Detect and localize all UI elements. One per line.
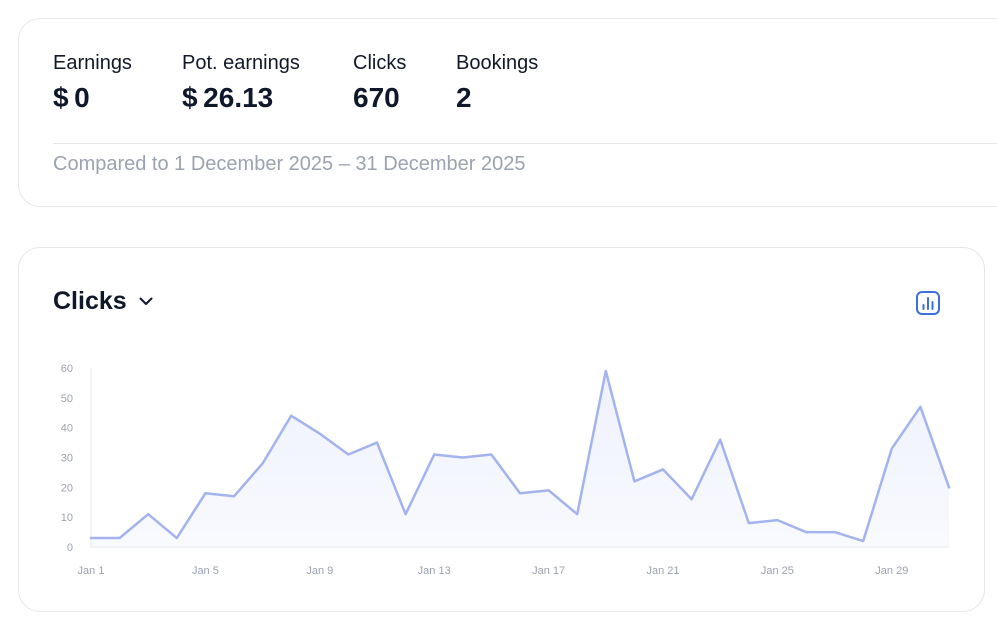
- metric-value: 670: [353, 82, 400, 113]
- metric-clicks: Clicks 670: [353, 51, 406, 115]
- x-tick-label: Jan 13: [418, 565, 451, 577]
- x-tick-label: Jan 5: [192, 565, 219, 577]
- metric-label: Bookings: [456, 52, 539, 74]
- metric-bookings: Bookings 2: [456, 51, 538, 115]
- metric-value: $ 0: [53, 82, 90, 113]
- metric-label: Clicks: [353, 52, 407, 74]
- x-tick-label: Jan 29: [875, 565, 908, 577]
- y-tick-label: 60: [61, 363, 73, 375]
- metric-label: Earnings: [53, 52, 132, 74]
- x-tick-label: Jan 1: [78, 565, 105, 577]
- metric-pot-earnings: Pot. earnings $ 26.13: [182, 51, 300, 115]
- metric-label: Pot. earnings: [182, 52, 300, 74]
- metric-earnings: Earnings $ 0: [53, 51, 132, 115]
- y-tick-label: 20: [61, 482, 73, 494]
- x-tick-label: Jan 9: [306, 565, 333, 577]
- y-tick-label: 50: [61, 393, 73, 405]
- x-tick-label: Jan 25: [761, 565, 794, 577]
- clicks-area-chart: 0 10 20 30 40 50 60 Jan 1 Jan 5 Jan 9 Jan 13 Jan 17…: [61, 363, 951, 577]
- y-tick-label: 30: [61, 453, 73, 465]
- chart-title: Clicks: [53, 287, 127, 315]
- chevron-down-icon: [137, 292, 155, 310]
- x-tick-label: Jan 17: [532, 565, 565, 577]
- comparison-period-text: Compared to 1 December 2025 – 31 Decembe…: [53, 153, 526, 175]
- y-tick-label: 10: [61, 512, 73, 524]
- chart-card: Clicks 0 10 20 30 40 50 60 Jan 1 Jan 5 Jan 9 Jan 1…: [18, 247, 985, 612]
- y-tick-label: 40: [61, 423, 73, 435]
- chart-type-button[interactable]: [915, 290, 941, 316]
- x-tick-label: Jan 21: [646, 565, 679, 577]
- metric-selector-dropdown[interactable]: Clicks: [53, 286, 155, 316]
- series-area-fill: [91, 370, 949, 547]
- divider: [53, 143, 997, 144]
- metric-value: 2: [456, 82, 472, 113]
- bar-chart-icon: [915, 290, 941, 321]
- metric-value: $ 26.13: [182, 82, 274, 113]
- y-tick-label: 0: [67, 542, 73, 554]
- summary-card: Earnings $ 0 Pot. earnings $ 26.13 Click…: [18, 18, 997, 207]
